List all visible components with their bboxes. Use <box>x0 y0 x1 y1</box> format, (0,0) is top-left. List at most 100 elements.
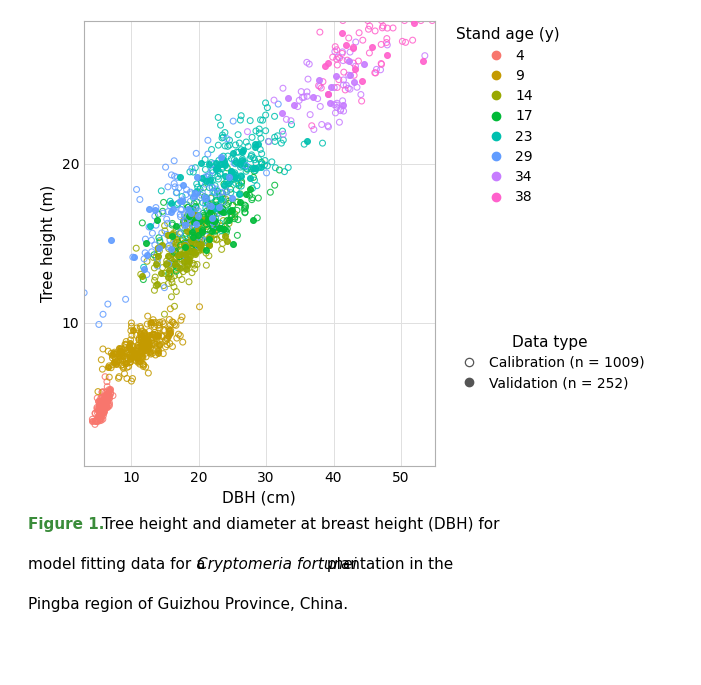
Point <box>331 102 342 113</box>
Point <box>123 348 134 359</box>
Point <box>427 15 438 26</box>
Point <box>208 186 219 197</box>
Point <box>104 384 116 395</box>
Point <box>215 168 226 179</box>
Point <box>266 156 278 167</box>
Point <box>170 264 182 275</box>
Point <box>138 332 149 342</box>
Point <box>98 395 109 406</box>
Point <box>338 75 349 86</box>
Point <box>240 166 252 177</box>
Point <box>183 245 194 256</box>
Point <box>200 247 212 258</box>
Point <box>205 206 216 217</box>
Point <box>172 249 184 260</box>
Point <box>127 325 138 336</box>
Point <box>268 95 280 105</box>
Point <box>198 212 210 223</box>
Point <box>225 187 236 198</box>
Point <box>177 222 189 233</box>
Point <box>122 347 133 358</box>
Point <box>179 215 191 226</box>
Point <box>126 349 137 360</box>
Point <box>175 242 186 253</box>
Point <box>93 386 104 397</box>
Point <box>242 126 253 137</box>
Point <box>213 155 224 166</box>
Point <box>99 401 110 412</box>
Point <box>154 334 165 345</box>
Point <box>97 399 109 410</box>
Point <box>107 360 118 371</box>
Point <box>169 301 180 312</box>
Point <box>285 115 297 126</box>
Point <box>177 180 189 191</box>
Point <box>149 249 160 260</box>
Point <box>156 227 168 238</box>
Point <box>207 182 218 193</box>
Point <box>210 187 221 198</box>
Point <box>222 177 233 188</box>
Point <box>121 362 132 373</box>
Point <box>332 82 343 93</box>
Point <box>86 416 97 427</box>
Point <box>137 270 148 281</box>
Point <box>172 257 183 268</box>
Point <box>417 55 428 66</box>
Point <box>163 271 174 282</box>
Point <box>130 345 142 356</box>
Point <box>260 110 271 121</box>
Point <box>230 178 241 189</box>
Point <box>194 301 205 312</box>
Point <box>151 259 162 270</box>
Point <box>308 124 320 135</box>
Point <box>175 211 186 222</box>
Point <box>173 182 184 193</box>
Point <box>340 40 351 51</box>
Point <box>132 350 143 361</box>
Point <box>203 240 215 251</box>
Point <box>107 353 118 364</box>
Point <box>97 395 109 406</box>
Point <box>172 172 183 183</box>
Point <box>184 245 195 256</box>
Point <box>203 234 215 245</box>
Point <box>121 348 132 359</box>
Point <box>207 217 219 228</box>
Point <box>137 352 149 363</box>
Point <box>120 358 131 369</box>
Point <box>94 405 105 416</box>
Point <box>301 57 313 68</box>
Point <box>165 200 176 211</box>
Point <box>208 158 219 169</box>
Point <box>96 401 107 412</box>
Point <box>142 319 153 329</box>
Point <box>145 342 156 353</box>
Point <box>95 401 106 412</box>
Point <box>100 392 111 403</box>
Point <box>146 319 157 330</box>
Point <box>186 188 198 199</box>
Point <box>251 180 262 191</box>
Point <box>148 332 159 343</box>
Point <box>193 225 204 236</box>
Point <box>170 240 182 251</box>
Point <box>238 158 249 169</box>
Point <box>192 187 203 198</box>
Point <box>249 166 260 177</box>
Point <box>184 254 195 265</box>
Point <box>154 242 165 253</box>
Point <box>98 397 109 408</box>
Point <box>100 393 111 404</box>
Point <box>154 339 165 350</box>
Point <box>169 319 180 330</box>
Point <box>177 235 189 246</box>
Point <box>211 206 222 216</box>
Point <box>297 92 308 103</box>
Point <box>218 224 229 235</box>
Point <box>231 197 242 208</box>
Point <box>189 263 200 274</box>
Point <box>134 350 145 361</box>
Point <box>140 362 151 373</box>
Point <box>136 347 147 358</box>
